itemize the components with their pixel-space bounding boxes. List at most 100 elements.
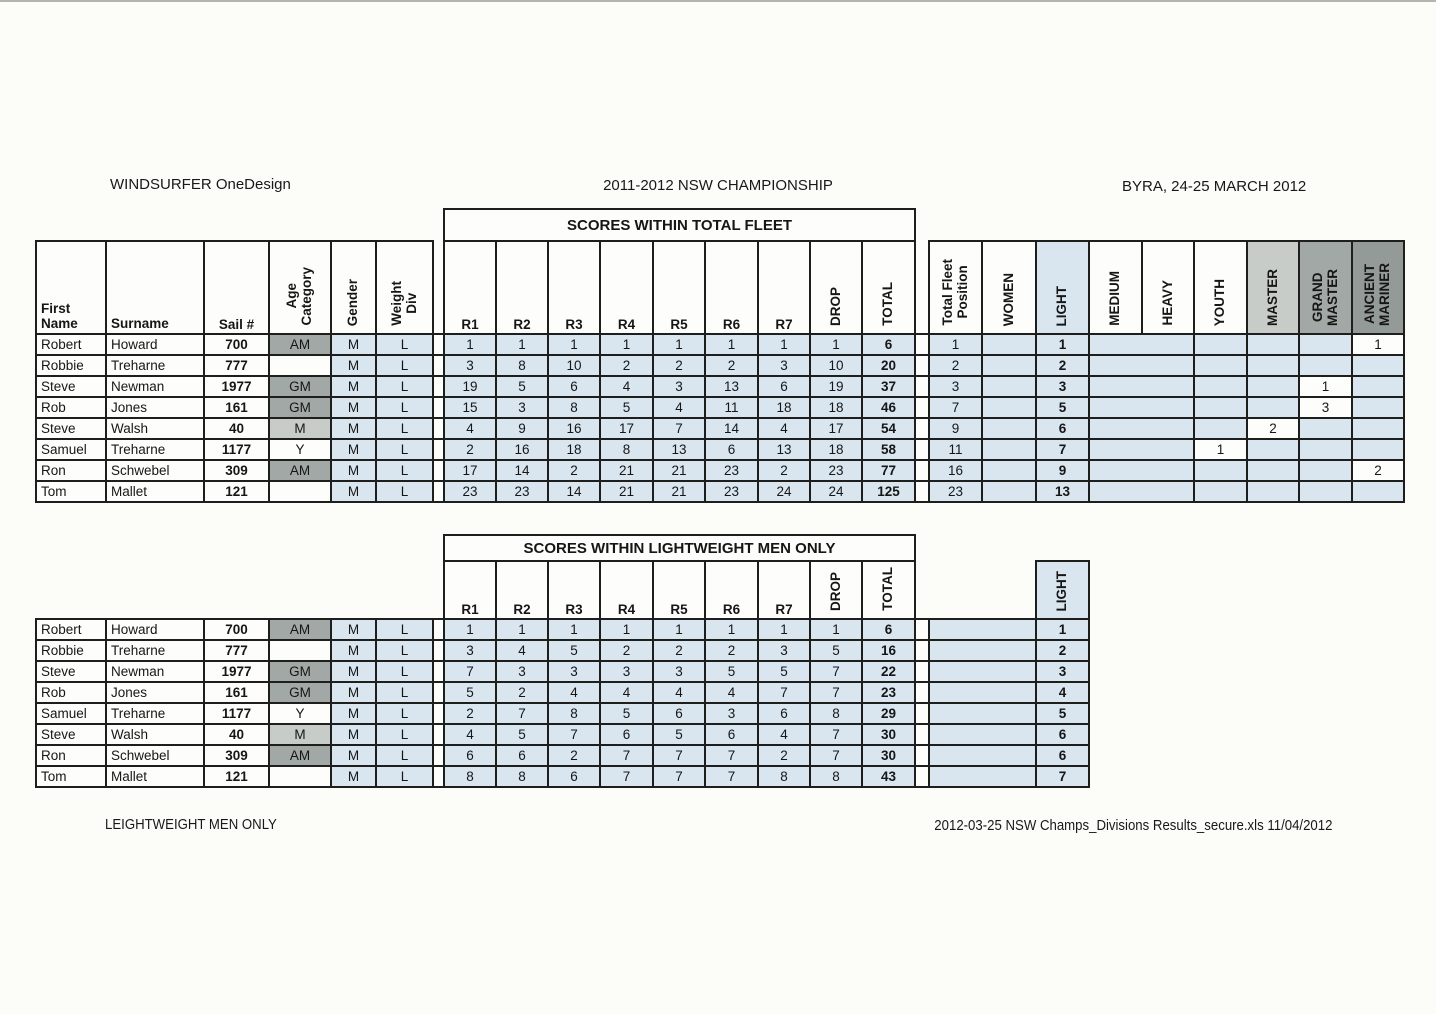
cell-age-category: AM xyxy=(268,618,332,641)
cell-surname: Newman xyxy=(105,660,205,683)
cell-fleet-position: 23 xyxy=(928,480,983,503)
total-fleet-grid: SCORES WITHIN TOTAL FLEET First Name Surna… xyxy=(35,208,1405,503)
cell-drop: 24 xyxy=(809,480,863,503)
cell-race-score-r7: 8 xyxy=(757,765,811,788)
cell-fleet-position: 2 xyxy=(928,354,983,377)
doc-title-class: WINDSURFER OneDesign xyxy=(110,176,291,193)
blank-area xyxy=(1089,682,1404,703)
col-header-race-6: R6 xyxy=(704,240,759,335)
col-header-youth: YOUTH xyxy=(1193,240,1248,335)
spacer-cell xyxy=(432,660,445,683)
spacer-cell xyxy=(914,241,930,334)
col-header-light-label: LIGHT xyxy=(1054,285,1070,327)
cell-race-score-r2: 1 xyxy=(495,618,549,641)
cell-medium-heavy xyxy=(1088,396,1195,419)
cell-race-score-r1: 6 xyxy=(443,744,497,767)
competitor-row: Steve Walsh 40 M M L 4 5 7 6 5 6 4 7 30 6 xyxy=(35,723,1404,746)
cell-first-name: Steve xyxy=(35,417,107,440)
cell-surname: Treharne xyxy=(105,639,205,662)
spacer-cell xyxy=(914,375,930,398)
cell-surname: Howard xyxy=(105,618,205,641)
blank-area xyxy=(36,561,444,619)
cell-race-score-r1: 7 xyxy=(443,660,497,683)
cell-race-score-r2: 8 xyxy=(495,354,549,377)
cell-gender: M xyxy=(330,438,377,461)
cell-total: 16 xyxy=(861,639,916,662)
cell-race-score-r4: 2 xyxy=(599,354,654,377)
cell-race-score-r3: 1 xyxy=(547,618,601,641)
cell-race-score-r2: 5 xyxy=(495,723,549,746)
blank-area xyxy=(1089,619,1404,640)
cell-weight-div: L xyxy=(375,354,434,377)
cell-race-score-r1: 4 xyxy=(443,723,497,746)
cell-race-score-r4: 4 xyxy=(599,681,654,704)
cell-drop: 7 xyxy=(809,723,863,746)
cell-gender: M xyxy=(330,375,377,398)
cell-race-score-r4: 8 xyxy=(599,438,654,461)
cell-first-name: Ron xyxy=(35,744,107,767)
cell-medium-heavy xyxy=(1088,480,1195,503)
cell-drop: 5 xyxy=(809,639,863,662)
scores-title-lightweight: SCORES WITHIN LIGHTWEIGHT MEN ONLY xyxy=(443,534,916,562)
cell-sail-number: 40 xyxy=(203,723,270,746)
cell-race-score-r7: 5 xyxy=(757,660,811,683)
col-header-first-name: First Name xyxy=(35,240,107,335)
cell-gender: M xyxy=(330,459,377,482)
cell-age-category: AM xyxy=(268,459,332,482)
cell-race-score-r6: 1 xyxy=(704,618,759,641)
cell-weight-div: L xyxy=(375,480,434,503)
cell-master xyxy=(1246,354,1300,377)
cell-gender: M xyxy=(330,354,377,377)
cell-age-category: AM xyxy=(268,744,332,767)
cell-weight-div: L xyxy=(375,333,434,356)
spacer-cell xyxy=(432,639,445,662)
cell-race-score-r4: 5 xyxy=(599,702,654,725)
cell-race-score-r6: 11 xyxy=(704,396,759,419)
cell-race-score-r7: 13 xyxy=(757,438,811,461)
cell-race-score-r1: 3 xyxy=(443,354,497,377)
cell-sail-number: 777 xyxy=(203,354,270,377)
cell-age-category: GM xyxy=(268,681,332,704)
cell-master xyxy=(1246,333,1300,356)
cell-first-name: Rob xyxy=(35,396,107,419)
cell-fleet-position: 16 xyxy=(928,459,983,482)
cell-race-score-r6: 23 xyxy=(704,480,759,503)
col-header-total-label: TOTAL xyxy=(880,282,896,326)
cell-light: 3 xyxy=(1035,375,1090,398)
cell-race-score-r5: 13 xyxy=(652,438,706,461)
cell-age-category: GM xyxy=(268,375,332,398)
cell-race-score-r3: 5 xyxy=(547,639,601,662)
blank-area xyxy=(1089,745,1404,766)
cell-blank xyxy=(928,618,1037,641)
cell-race-score-r2: 5 xyxy=(495,375,549,398)
cell-race-score-r7: 2 xyxy=(757,744,811,767)
cell-race-score-r7: 1 xyxy=(757,618,811,641)
cell-race-score-r3: 2 xyxy=(547,744,601,767)
cell-race-score-r5: 1 xyxy=(652,333,706,356)
cell-master xyxy=(1246,396,1300,419)
cell-age-category: Y xyxy=(268,702,332,725)
cell-race-score-r4: 6 xyxy=(599,723,654,746)
spacer-cell xyxy=(914,639,930,662)
cell-light: 2 xyxy=(1035,354,1090,377)
cell-race-score-r2: 3 xyxy=(495,660,549,683)
cell-total: 6 xyxy=(861,618,916,641)
competitor-row: Robert Howard 700 AM M L 1 1 1 1 1 1 1 1 6 1 1 1 xyxy=(35,333,1405,356)
competitor-row: Samuel Treharne 1177 Y M L 2 16 18 8 13 6 13 18 58 11 7 1 xyxy=(35,438,1405,461)
cell-race-score-r4: 2 xyxy=(599,639,654,662)
col-header-medium-label: MEDIUM xyxy=(1107,271,1123,326)
doc-title-event: 2011-2012 NSW CHAMPIONSHIP xyxy=(603,177,833,194)
cell-weight-div: L xyxy=(375,702,434,725)
cell-drop: 19 xyxy=(809,375,863,398)
cell-grand-master xyxy=(1298,459,1353,482)
cell-total: 20 xyxy=(861,354,916,377)
col-header-total-fleet-position-label: Total Fleet Position xyxy=(939,259,970,326)
cell-blank xyxy=(928,702,1037,725)
cell-ancient-mariner xyxy=(1351,417,1405,440)
spacer-cell xyxy=(432,438,445,461)
cell-gender: M xyxy=(330,765,377,788)
cell-race-score-r1: 23 xyxy=(443,480,497,503)
cell-fleet-position: 7 xyxy=(928,396,983,419)
cell-first-name: Steve xyxy=(35,723,107,746)
cell-drop: 7 xyxy=(809,681,863,704)
